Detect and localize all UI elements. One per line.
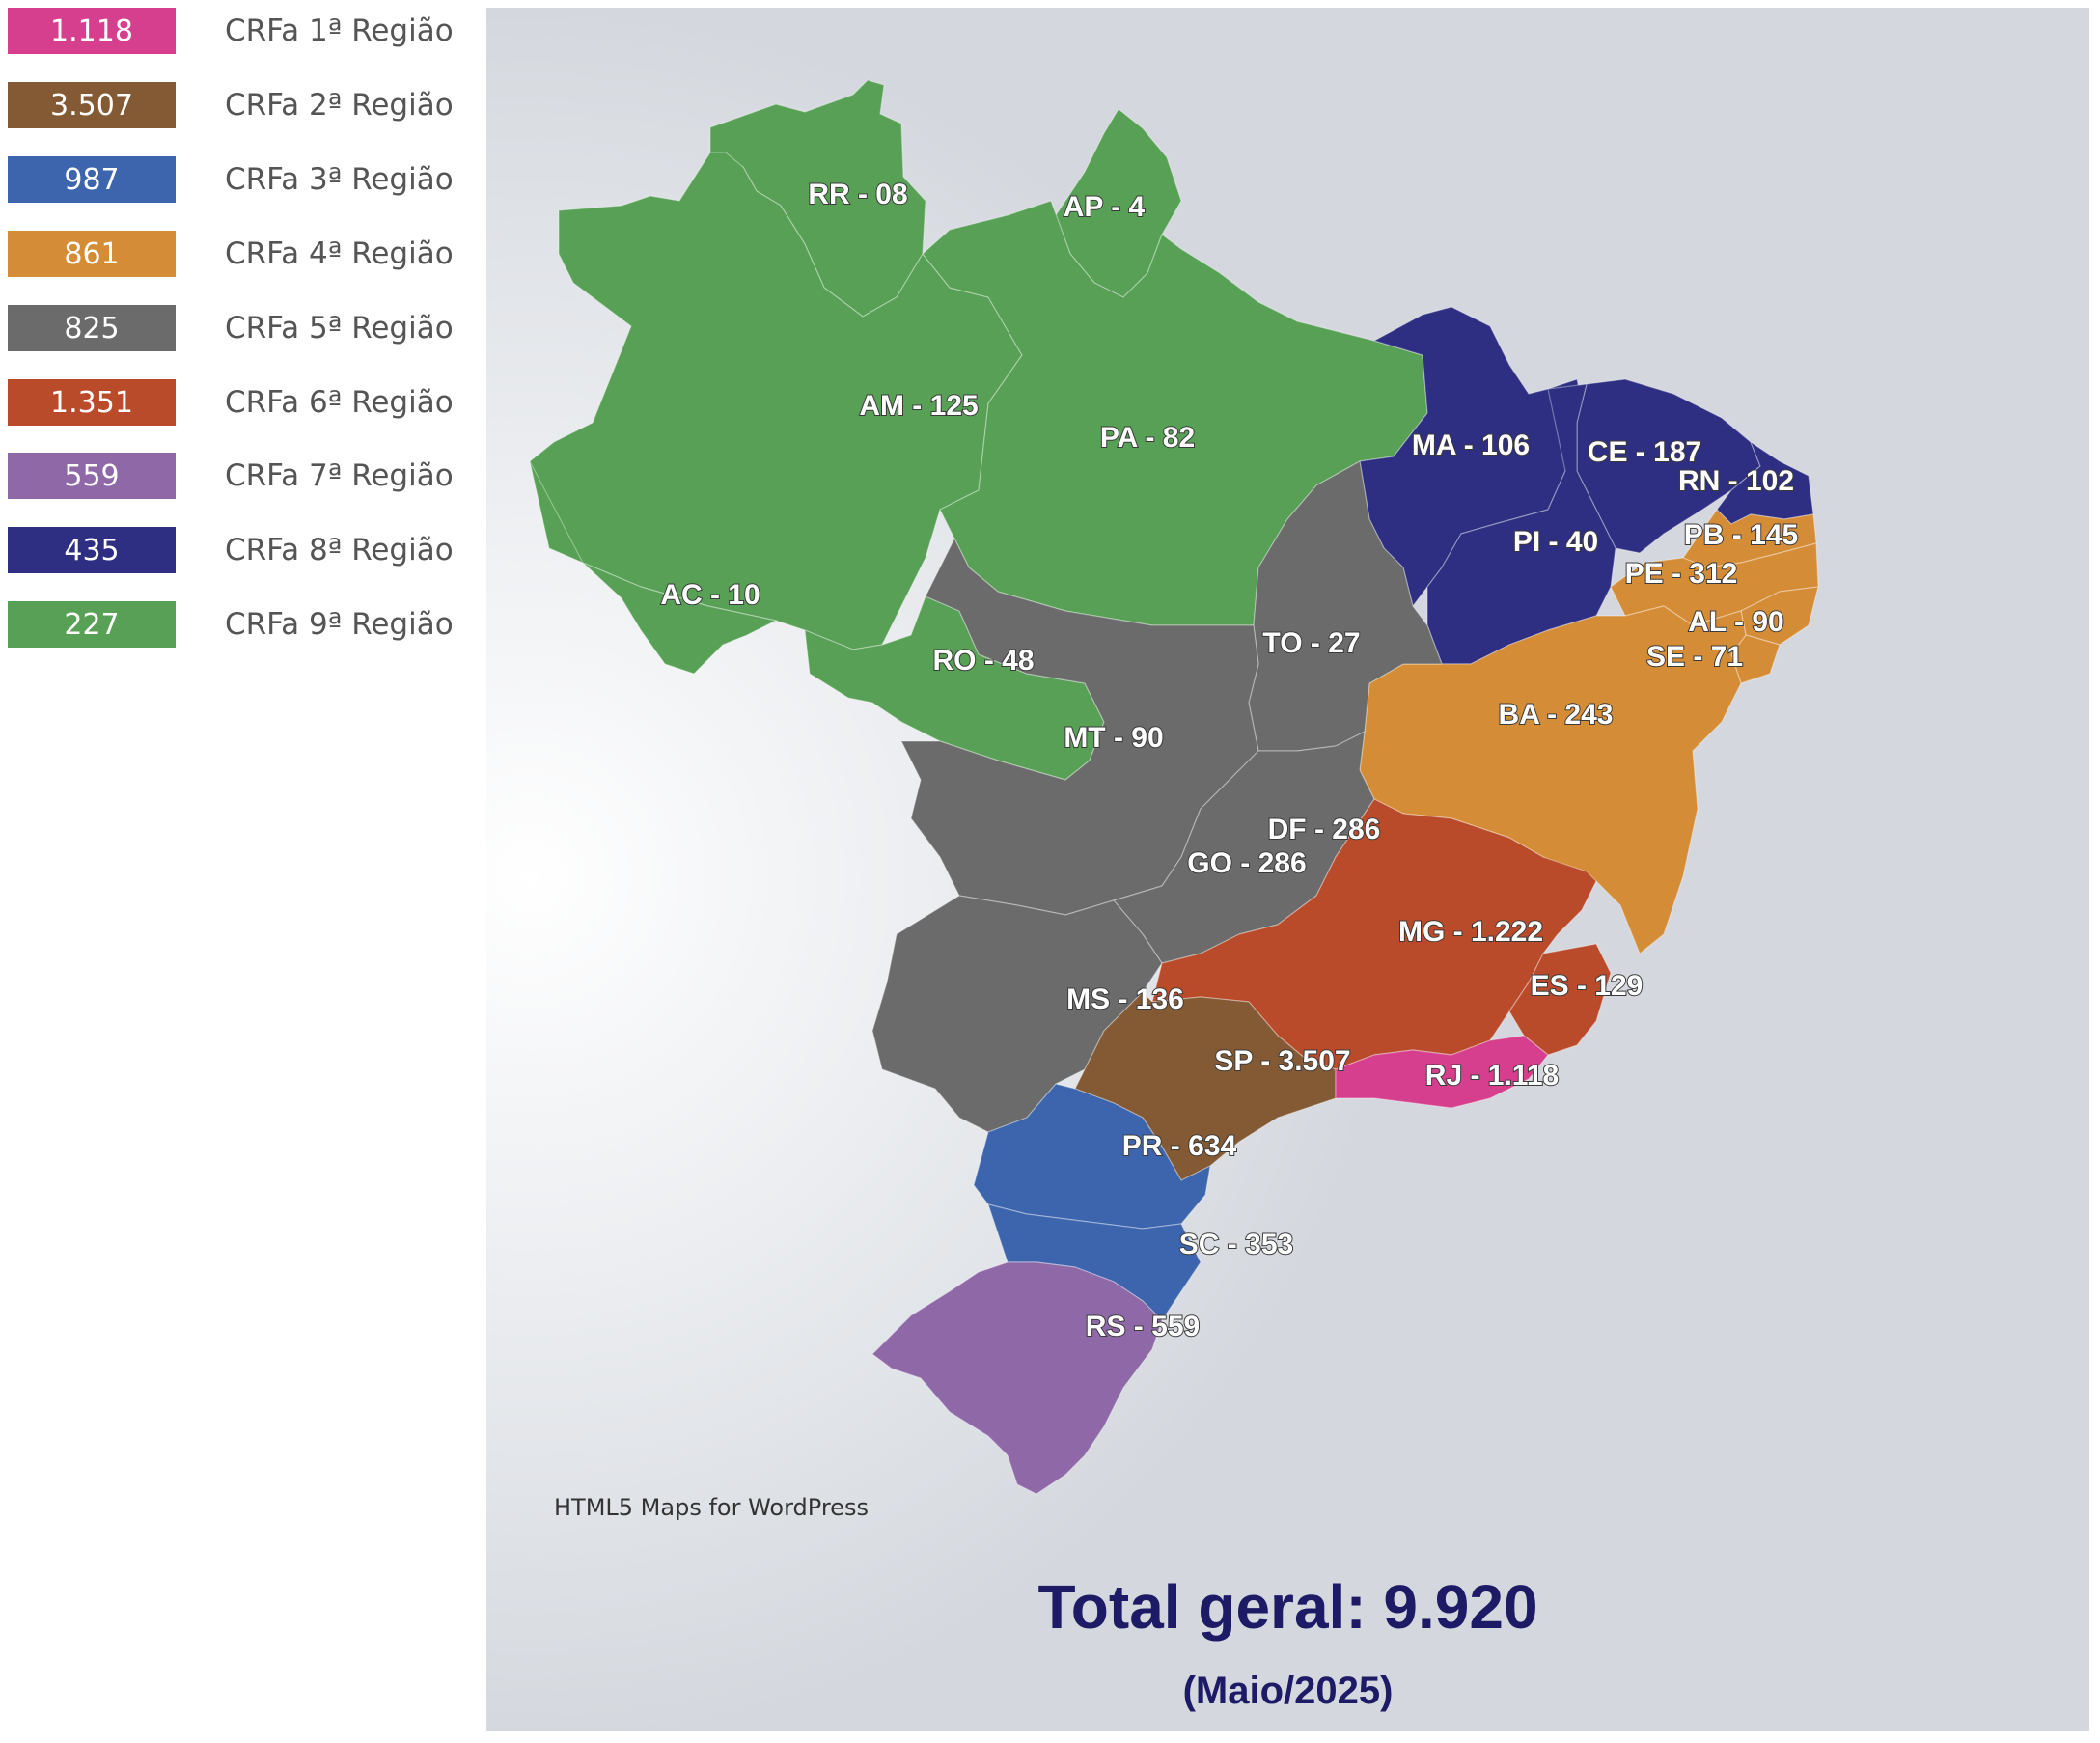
state-label-pb: PB - 145 <box>1684 519 1798 551</box>
state-label-mt: MT - 90 <box>1064 722 1163 754</box>
legend-label: CRFa 8ª Região <box>225 533 454 567</box>
state-label-mg: MG - 1.222 <box>1398 916 1543 948</box>
state-label-ma: MA - 106 <box>1412 429 1530 461</box>
legend-label: CRFa 6ª Região <box>225 385 454 420</box>
state-label-ap: AP - 4 <box>1064 191 1146 223</box>
state-label-df: DF - 286 <box>1268 814 1381 845</box>
state-label-ba: BA - 243 <box>1499 699 1614 731</box>
state-label-ac: AC - 10 <box>660 579 760 611</box>
map-credit: HTML5 Maps for WordPress <box>554 1494 869 1521</box>
legend-item-region-7[interactable]: 559 CRFa 7ª Região <box>8 453 471 499</box>
legend-item-region-5[interactable]: 825 CRFa 5ª Região <box>8 305 471 351</box>
legend-label: CRFa 4ª Região <box>225 236 454 271</box>
legend-item-region-6[interactable]: 1.351 CRFa 6ª Região <box>8 379 471 426</box>
legend-item-region-3[interactable]: 987 CRFa 3ª Região <box>8 156 471 203</box>
legend-label: CRFa 5ª Região <box>225 311 454 346</box>
state-es[interactable] <box>1508 943 1612 1056</box>
state-label-es: ES - 129 <box>1531 970 1644 1002</box>
state-rj[interactable] <box>1335 1035 1549 1109</box>
legend-swatch: 861 <box>8 231 176 277</box>
legend: 1.118 CRFa 1ª Região 3.507 CRFa 2ª Regiã… <box>0 0 483 676</box>
state-label-sp: SP - 3.507 <box>1214 1045 1350 1077</box>
legend-item-region-2[interactable]: 3.507 CRFa 2ª Região <box>8 82 471 128</box>
state-label-pi: PI - 40 <box>1513 526 1598 558</box>
total-heading: Total geral: 9.920 <box>1037 1572 1538 1642</box>
legend-item-region-9[interactable]: 227 CRFa 9ª Região <box>8 601 471 648</box>
state-label-se: SE - 71 <box>1646 641 1743 673</box>
state-ac <box>529 460 777 675</box>
state-label-am: AM - 125 <box>859 390 978 422</box>
map-panel: RR - 08 AP - 4 AM - 125 PA - 82 AC - 10 … <box>486 8 2089 1731</box>
legend-label: CRFa 9ª Região <box>225 607 454 642</box>
legend-item-region-8[interactable]: 435 CRFa 8ª Região <box>8 527 471 573</box>
state-label-pr: PR - 634 <box>1122 1130 1237 1162</box>
state-label-pa: PA - 82 <box>1100 422 1195 454</box>
legend-label: CRFa 3ª Região <box>225 162 454 197</box>
state-labels: RR - 08 AP - 4 AM - 125 PA - 82 AC - 10 … <box>659 178 1799 1343</box>
legend-item-region-1[interactable]: 1.118 CRFa 1ª Região <box>8 8 471 54</box>
legend-label: CRFa 1ª Região <box>225 14 454 48</box>
state-label-ce: CE - 187 <box>1588 436 1701 468</box>
brazil-map: RR - 08 AP - 4 AM - 125 PA - 82 AC - 10 … <box>529 79 1819 1495</box>
legend-swatch: 435 <box>8 527 176 573</box>
legend-swatch: 3.507 <box>8 82 176 128</box>
legend-item-region-4[interactable]: 861 CRFa 4ª Região <box>8 231 471 277</box>
state-se <box>1730 634 1781 684</box>
state-label-ms: MS - 136 <box>1066 983 1184 1015</box>
legend-swatch: 825 <box>8 305 176 351</box>
state-label-pe: PE - 312 <box>1625 558 1738 590</box>
state-pe[interactable] <box>1610 542 1819 626</box>
state-label-to: TO - 27 <box>1262 627 1360 659</box>
legend-swatch: 987 <box>8 156 176 203</box>
state-label-rj: RJ - 1.118 <box>1425 1060 1559 1092</box>
state-label-sc: SC - 353 <box>1179 1229 1293 1260</box>
legend-swatch: 559 <box>8 453 176 499</box>
legend-swatch: 1.118 <box>8 8 176 54</box>
date-subtitle: (Maio/2025) <box>1182 1670 1394 1712</box>
state-label-ro: RO - 48 <box>932 645 1034 677</box>
legend-label: CRFa 2ª Região <box>225 88 454 123</box>
state-label-rs: RS - 559 <box>1086 1311 1200 1342</box>
legend-swatch: 227 <box>8 601 176 648</box>
legend-label: CRFa 7ª Região <box>225 458 454 493</box>
legend-swatch: 1.351 <box>8 379 176 426</box>
state-rs[interactable] <box>871 1261 1163 1495</box>
state-label-al: AL - 90 <box>1688 606 1783 638</box>
state-label-go: GO - 286 <box>1187 847 1306 879</box>
state-label-rr: RR - 08 <box>808 179 907 210</box>
state-label-rn: RN - 102 <box>1678 465 1794 497</box>
